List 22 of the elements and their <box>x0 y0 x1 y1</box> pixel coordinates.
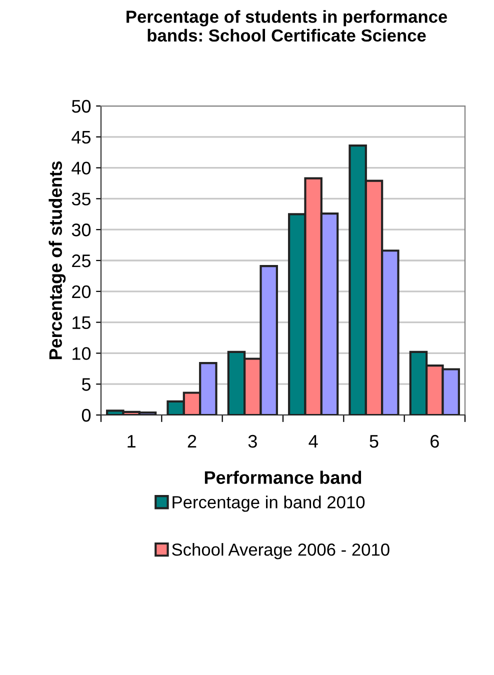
y-tick-label: 40 <box>72 162 91 175</box>
x-tick-label: 6 <box>430 434 439 448</box>
y-tick-label: 5 <box>82 378 91 391</box>
y-tick-label: 25 <box>72 254 91 268</box>
legend-label: School Average 2006 - 2010 <box>172 543 390 560</box>
y-tick-label: 35 <box>72 192 91 206</box>
x-tick-label: 1 <box>128 435 136 448</box>
x-tick-label: 4 <box>308 435 318 448</box>
y-tick-label: 30 <box>72 224 91 236</box>
y-tick-label: 20 <box>72 285 91 298</box>
x-tick-label: 5 <box>370 435 378 448</box>
y-axis-title: Percentage of students <box>48 161 66 360</box>
y-tick-label: 45 <box>72 131 91 144</box>
y-tick-label: 0 <box>82 408 91 422</box>
x-tick-label: 2 <box>188 434 196 448</box>
chart-title: Percentage of students in performance bands: School Certificate Science <box>126 10 448 42</box>
x-axis-title: Performance band <box>204 470 362 484</box>
y-tick-label: 10 <box>72 347 91 360</box>
legend-label: Percentage in band 2010 <box>172 496 365 512</box>
x-tick-label: 3 <box>248 434 257 448</box>
y-tick-label: 15 <box>72 316 91 330</box>
y-tick-label: 50 <box>72 100 91 113</box>
